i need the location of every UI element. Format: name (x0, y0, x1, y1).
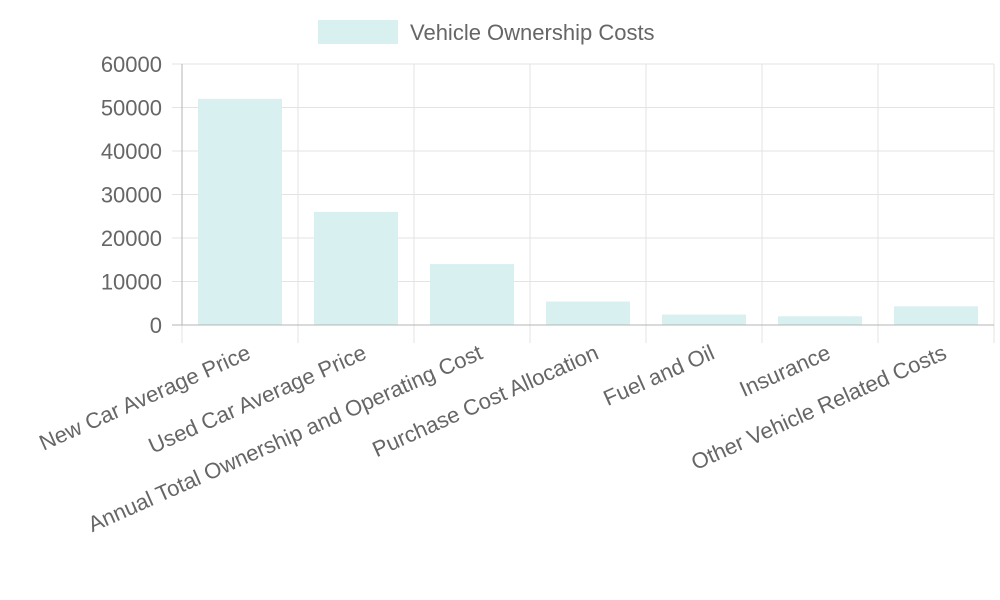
legend-swatch (318, 20, 398, 44)
bar (894, 306, 978, 325)
y-tick-label: 50000 (101, 96, 162, 121)
y-tick-label: 20000 (101, 226, 162, 251)
y-tick-label: 40000 (101, 139, 162, 164)
bars (198, 98, 978, 325)
bar (778, 316, 862, 325)
bar (430, 264, 514, 325)
axes (172, 64, 994, 326)
bar (314, 211, 398, 325)
gridlines (172, 63, 995, 343)
bar (546, 301, 630, 325)
x-category-label: Purchase Cost Allocation (368, 340, 602, 462)
legend: Vehicle Ownership Costs (318, 20, 655, 45)
y-axis-ticks: 0 10000 20000 30000 40000 50000 60000 (101, 52, 162, 338)
y-tick-label: 60000 (101, 52, 162, 77)
y-tick-label: 0 (150, 313, 162, 338)
bar (662, 314, 746, 325)
y-tick-label: 30000 (101, 183, 162, 208)
bar (198, 98, 282, 325)
y-tick-label: 10000 (101, 270, 162, 295)
legend-label: Vehicle Ownership Costs (410, 20, 655, 45)
x-category-label: Fuel and Oil (599, 340, 718, 411)
